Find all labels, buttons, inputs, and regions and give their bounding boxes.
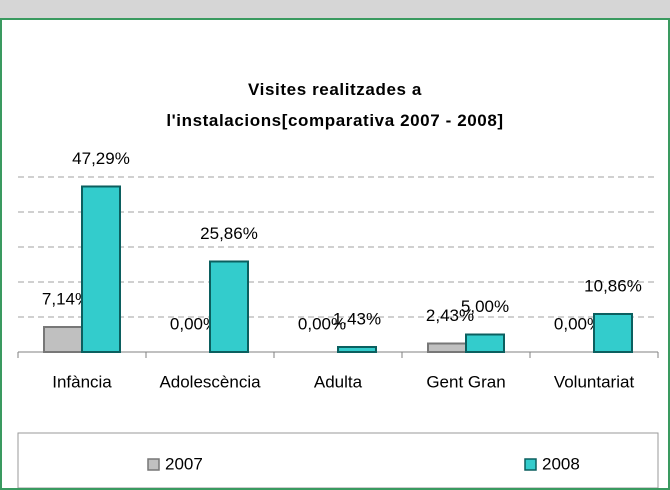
x-tick-label: Infància [52, 372, 112, 391]
bar [465, 333, 505, 353]
bar [209, 260, 249, 353]
legend-label: 2007 [165, 454, 203, 473]
chart-title: Visites realitzades a l'instalacions[com… [166, 80, 504, 130]
value-label: 5,00% [461, 297, 509, 316]
value-label: 0,00% [170, 314, 218, 333]
legend-swatch [524, 458, 537, 471]
x-tick-label: Adolescència [159, 372, 261, 391]
x-tick-label: Gent Gran [426, 372, 505, 391]
bar [593, 312, 633, 353]
value-label: 0,00% [554, 314, 602, 333]
x-tick-label: Adulta [314, 372, 363, 391]
value-label: 7,14% [42, 289, 90, 308]
value-label: 25,86% [200, 224, 258, 243]
bar [427, 342, 467, 353]
top-bar [0, 0, 670, 18]
x-tick-label: Voluntariat [554, 372, 635, 391]
bar [81, 185, 121, 353]
bar [43, 326, 83, 354]
value-label: 1,43% [333, 309, 381, 328]
value-label: 0,00% [298, 314, 346, 333]
bar [337, 345, 377, 353]
value-label: 2,43% [426, 306, 474, 325]
value-label: 10,86% [584, 276, 642, 295]
legend-box [17, 432, 659, 488]
value-label: 47,29% [72, 149, 130, 168]
legend-label: 2008 [542, 454, 580, 473]
legend-swatch [147, 458, 160, 471]
